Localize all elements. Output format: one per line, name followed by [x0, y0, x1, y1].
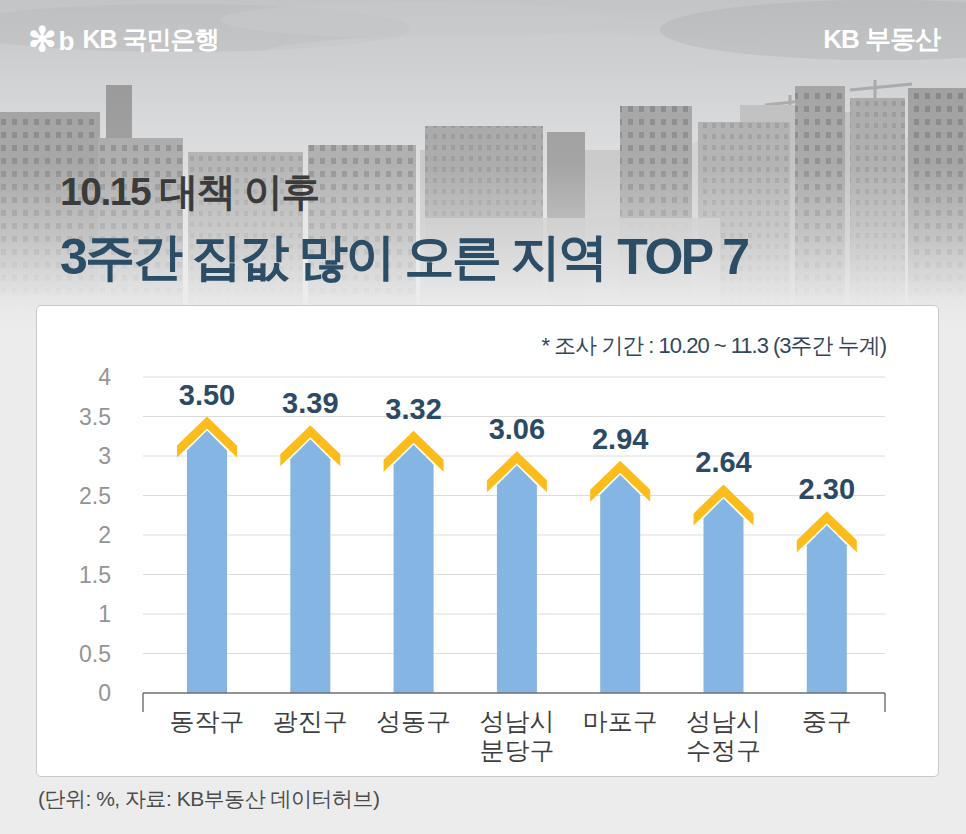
bar-value-label: 3.06 [489, 413, 545, 445]
x-category-label: 성남시 [686, 707, 761, 735]
bar-value-label: 2.64 [695, 446, 751, 478]
bar-value-label: 3.50 [179, 379, 235, 411]
bar [497, 465, 537, 693]
y-tick-label: 0.5 [79, 641, 111, 667]
bar-value-label: 2.30 [799, 473, 855, 505]
x-category-label: 마포구 [583, 707, 658, 735]
bar [807, 525, 847, 693]
x-category-label: 광진구 [273, 707, 348, 735]
x-category-label: 수정구 [686, 736, 761, 764]
bar-chart: 0 0.5 1 1.5 2 2.5 3 3.5 4 3.50 동작구 3.39 광진구 3.32 성동구 3.… [37, 306, 938, 776]
kb-real-estate-logo: KB 부동산 [823, 22, 940, 57]
y-tick-label: 0 [98, 680, 111, 706]
bar [290, 439, 330, 693]
kb-star-b: b [59, 26, 75, 57]
x-category-label: 동작구 [170, 707, 245, 735]
kb-star-icon: ✻ [28, 22, 57, 56]
bar [187, 431, 227, 694]
y-tick-label: 1.5 [79, 562, 111, 588]
x-category-label: 분당구 [479, 736, 554, 764]
y-tick-label: 2.5 [79, 483, 111, 509]
bar [394, 445, 434, 693]
bar-value-label: 3.39 [282, 387, 338, 419]
y-tick-label: 3 [98, 443, 111, 469]
y-tick-label: 1 [98, 601, 111, 627]
footer-caption: (단위: %, 자료: KB부동산 데이터허브) [38, 785, 380, 813]
kb-bank-logo: ✻b KB 국민은행 [28, 20, 218, 57]
kb-bank-logo-text: KB 국민은행 [82, 23, 218, 56]
bar [600, 475, 640, 693]
bar-value-label: 2.94 [592, 423, 648, 455]
page-title: 10.15 대책 이후 3주간 집값 많이 오른 지역 TOP 7 [60, 165, 747, 291]
y-tick-label: 3.5 [79, 404, 111, 430]
title-line1: 10.15 대책 이후 [60, 165, 747, 219]
bar-value-label: 3.32 [385, 393, 441, 425]
x-category-label: 중구 [802, 707, 852, 735]
y-tick-label: 4 [98, 364, 111, 390]
bar [704, 498, 744, 693]
x-category-label: 성남시 [479, 707, 554, 735]
title-line2: 3주간 집값 많이 오른 지역 TOP 7 [60, 224, 747, 291]
x-category-label: 성동구 [376, 707, 451, 735]
chart-card: * 조사 기간 : 10.20 ~ 11.3 (3주간 누계) 00.511.5… [36, 305, 939, 777]
y-tick-label: 2 [98, 522, 111, 548]
